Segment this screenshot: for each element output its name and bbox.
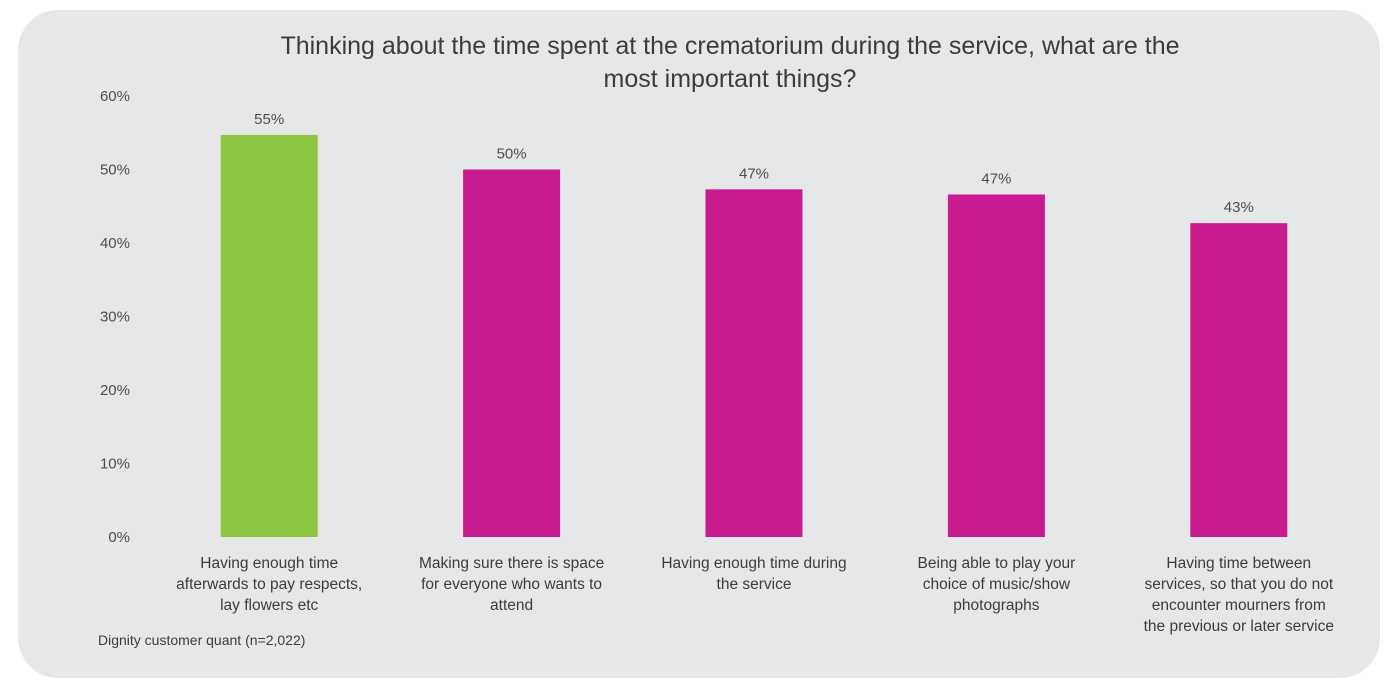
x-category-label: Having enough time during the service bbox=[639, 553, 869, 595]
chart-title: Thinking about the time spent at the cre… bbox=[190, 30, 1270, 96]
x-category-label-line: afterwards to pay respects, bbox=[176, 576, 363, 593]
data-label: 47% bbox=[981, 170, 1011, 187]
data-label: 47% bbox=[739, 165, 769, 182]
x-category-label: Having time between services, so that you… bbox=[1124, 553, 1354, 637]
x-category-label-line: the service bbox=[716, 576, 792, 593]
chart-title-line-2: most important things? bbox=[603, 65, 857, 93]
x-category-label-line: lay flowers etc bbox=[220, 597, 319, 614]
x-category-label-line: attend bbox=[490, 597, 534, 614]
y-tick-label: 10% bbox=[100, 456, 130, 473]
x-category-label-line: encounter mourners from bbox=[1151, 597, 1326, 614]
y-tick-label: 50% bbox=[100, 162, 130, 179]
bar bbox=[705, 189, 803, 537]
y-tick-label: 40% bbox=[100, 235, 130, 252]
x-category-label-line: Having enough time during bbox=[661, 555, 847, 572]
data-label: 50% bbox=[497, 146, 527, 163]
y-tick-label: 20% bbox=[100, 382, 130, 399]
data-label: 55% bbox=[254, 111, 284, 128]
bar bbox=[947, 194, 1045, 538]
x-category-label-line: for everyone who wants to bbox=[421, 576, 603, 593]
bar bbox=[220, 134, 318, 537]
x-category-label: Making sure there is space for everyone w… bbox=[397, 553, 627, 616]
x-category-label-line: photographs bbox=[953, 597, 1040, 614]
x-category-label: Being able to play your choice of music/s… bbox=[881, 553, 1111, 616]
source-note: Dignity customer quant (n=2,022) bbox=[98, 632, 306, 648]
x-category-label-line: Having enough time bbox=[200, 555, 339, 572]
x-category-label-line: choice of music/show bbox=[922, 576, 1071, 593]
x-category-label: Having enough time afterwards to pay resp… bbox=[154, 553, 384, 616]
x-category-label-line: the previous or later service bbox=[1143, 618, 1334, 635]
bar bbox=[1190, 223, 1288, 537]
y-tick-label: 0% bbox=[108, 529, 130, 546]
bar bbox=[463, 169, 561, 537]
y-tick-label: 60% bbox=[100, 88, 130, 105]
data-label: 43% bbox=[1224, 199, 1254, 216]
x-category-label-line: Having time between bbox=[1166, 555, 1312, 572]
x-category-label-line: services, so that you do not bbox=[1144, 576, 1334, 593]
x-category-label-line: Making sure there is space bbox=[418, 555, 605, 572]
y-tick-label: 30% bbox=[100, 309, 130, 326]
chart-title-line-1: Thinking about the time spent at the cre… bbox=[280, 32, 1180, 60]
x-category-label-line: Being able to play your bbox=[917, 555, 1076, 572]
